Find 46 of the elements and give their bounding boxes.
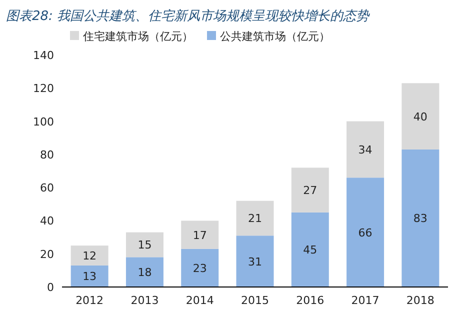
- y-tick-label: 120: [33, 82, 54, 96]
- data-label: 66: [358, 226, 372, 240]
- data-label: 12: [82, 250, 97, 263]
- x-tick-label: 2012: [76, 294, 104, 307]
- bar: [181, 220, 219, 249]
- bar: [181, 248, 219, 287]
- x-tick-label: 2016: [296, 294, 324, 307]
- data-label: 31: [248, 255, 262, 268]
- x-tick-label: 2014: [186, 294, 214, 307]
- y-tick-label: 20: [40, 248, 54, 261]
- data-label: 45: [303, 244, 318, 257]
- data-label: 17: [192, 228, 207, 242]
- data-label: 23: [192, 262, 207, 275]
- bar: [126, 257, 164, 287]
- bar: [126, 232, 164, 258]
- y-tick-label: 60: [40, 182, 54, 195]
- bar: [346, 178, 384, 287]
- legend-label: 公共建筑市场（亿元）: [220, 30, 330, 43]
- y-tick-label: 0: [47, 281, 54, 294]
- bar: [70, 246, 108, 266]
- data-label: 13: [82, 270, 97, 284]
- bar: [70, 265, 108, 287]
- legend-label: 住宅建筑市场（亿元）: [83, 30, 193, 43]
- y-tick-label: 40: [40, 214, 54, 228]
- bar: [291, 168, 329, 212]
- data-label: 15: [138, 238, 152, 252]
- data-label: 18: [138, 266, 152, 280]
- bar: [236, 200, 274, 236]
- bar: [346, 121, 384, 178]
- bar: [291, 212, 329, 287]
- x-tick-label: 2015: [241, 294, 269, 307]
- data-label: 34: [358, 143, 372, 156]
- y-tick-label: 100: [33, 115, 54, 128]
- y-tick-label: 140: [33, 49, 54, 62]
- bar: [402, 83, 440, 150]
- data-label: 83: [413, 212, 428, 226]
- x-tick-label: 2017: [351, 294, 380, 307]
- data-label: 40: [413, 110, 428, 124]
- x-tick-label: 2013: [130, 294, 159, 307]
- data-label: 21: [248, 212, 262, 226]
- x-tick-label: 2018: [406, 294, 434, 307]
- bar: [402, 149, 440, 287]
- chart-title: 图表28: 我国公共建筑、住宅新风市场规模呈现较快增长的态势: [6, 8, 370, 24]
- data-label: 27: [303, 184, 318, 198]
- bar: [236, 236, 274, 287]
- y-tick-label: 80: [40, 148, 54, 162]
